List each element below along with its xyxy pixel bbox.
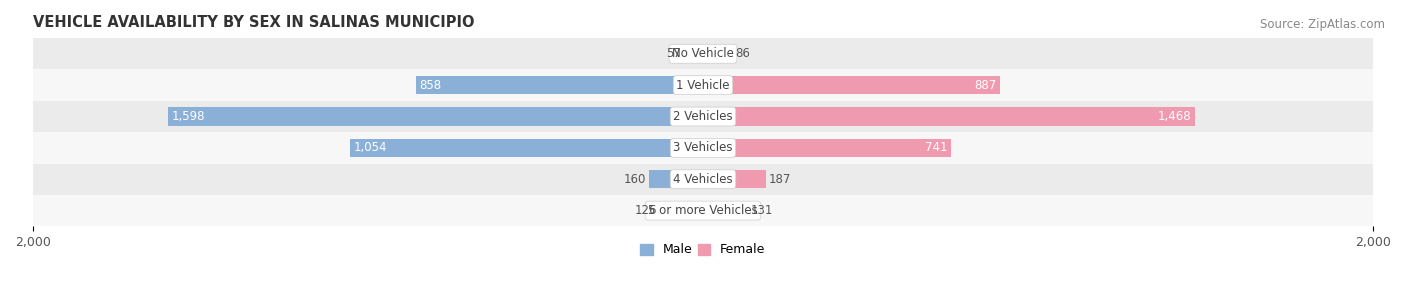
Bar bbox=[661, 202, 703, 220]
Text: Source: ZipAtlas.com: Source: ZipAtlas.com bbox=[1260, 18, 1385, 31]
Text: 1,054: 1,054 bbox=[354, 142, 388, 154]
Bar bbox=[32, 163, 1374, 195]
Text: 57: 57 bbox=[665, 47, 681, 60]
Bar bbox=[32, 38, 1374, 70]
Bar bbox=[703, 170, 766, 188]
Legend: Male, Female: Male, Female bbox=[636, 239, 770, 261]
Text: 3 Vehicles: 3 Vehicles bbox=[673, 142, 733, 154]
Bar bbox=[703, 139, 952, 157]
Text: 1 Vehicle: 1 Vehicle bbox=[676, 79, 730, 92]
Text: 160: 160 bbox=[624, 173, 645, 186]
Bar bbox=[32, 101, 1374, 132]
Bar bbox=[32, 70, 1374, 101]
Text: 1,598: 1,598 bbox=[172, 110, 205, 123]
Text: No Vehicle: No Vehicle bbox=[672, 47, 734, 60]
Text: 187: 187 bbox=[769, 173, 792, 186]
Bar bbox=[703, 76, 1000, 94]
Text: 4 Vehicles: 4 Vehicles bbox=[673, 173, 733, 186]
Bar bbox=[703, 107, 1195, 126]
Bar bbox=[683, 45, 703, 63]
Text: 131: 131 bbox=[751, 204, 773, 217]
Bar bbox=[703, 202, 747, 220]
Text: 5 or more Vehicles: 5 or more Vehicles bbox=[648, 204, 758, 217]
Bar bbox=[650, 170, 703, 188]
Text: 1,468: 1,468 bbox=[1157, 110, 1191, 123]
Bar bbox=[32, 132, 1374, 163]
Bar bbox=[167, 107, 703, 126]
Bar bbox=[350, 139, 703, 157]
Bar bbox=[703, 45, 731, 63]
Bar bbox=[416, 76, 703, 94]
Text: VEHICLE AVAILABILITY BY SEX IN SALINAS MUNICIPIO: VEHICLE AVAILABILITY BY SEX IN SALINAS M… bbox=[32, 15, 474, 30]
Text: 741: 741 bbox=[925, 142, 948, 154]
Text: 858: 858 bbox=[419, 79, 441, 92]
Text: 2 Vehicles: 2 Vehicles bbox=[673, 110, 733, 123]
Text: 887: 887 bbox=[974, 79, 997, 92]
Text: 86: 86 bbox=[735, 47, 749, 60]
Text: 126: 126 bbox=[636, 204, 658, 217]
Bar bbox=[32, 195, 1374, 226]
